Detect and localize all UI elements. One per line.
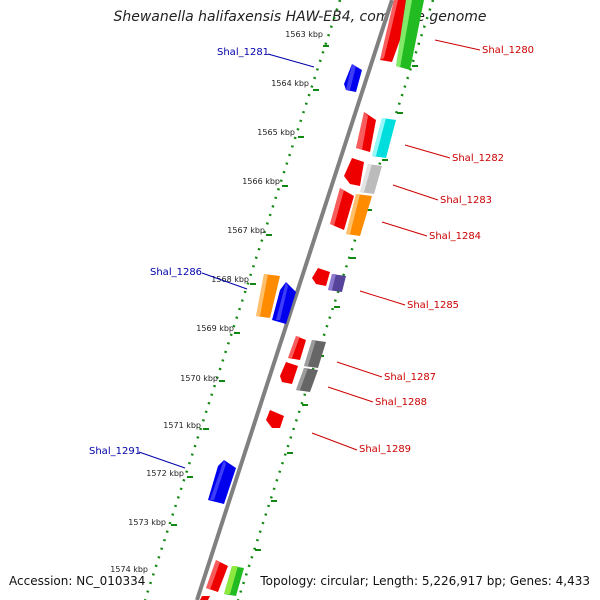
gene-label-shal-1284: Shal_1284 [429,231,481,242]
tick-label-1564: 1564 kbp [271,79,309,88]
gene-red-1575[interactable] [200,596,210,600]
tick-label-1571: 1571 kbp [163,421,201,430]
gene-label-shal-1283: Shal_1283 [440,195,492,206]
gene-shal-1288-darkgray[interactable] [296,368,318,392]
outer-track-right [236,0,435,600]
genome-backbone [195,0,394,600]
tick-label-1570: 1570 kbp [180,374,218,383]
gene-label-shal-1287: Shal_1287 [384,372,436,383]
genome-summary-label: Topology: circular; Length: 5,226,917 bp… [260,574,590,588]
tick-label-1563: 1563 kbp [285,30,323,39]
tick-label-1573: 1573 kbp [128,518,166,527]
gene-shal-1282-cyan[interactable] [372,118,396,158]
gene-label-shal-1285: Shal_1285 [407,300,459,311]
gene-shal-1284-orange[interactable] [346,194,372,236]
tick-label-1568: 1568 kbp [211,275,249,284]
gene-shal-1291-blue[interactable] [208,460,236,504]
gene-shal-1281-blue[interactable] [344,64,362,92]
gene-blue-1568[interactable] [272,282,296,324]
tick-label-1574: 1574 kbp [110,565,148,574]
leader-lines-reverse [138,53,315,469]
gene-red-1568a[interactable] [312,268,330,286]
gene-label-shal-1291: Shal_1291 [89,446,141,457]
tick-label-1569: 1569 kbp [196,324,234,333]
tick-label-1567: 1567 kbp [227,226,265,235]
gene-label-shal-1288: Shal_1288 [375,397,427,408]
tick-label-1566: 1566 kbp [242,177,280,186]
leader-lines-forward [311,39,481,451]
outer-track-left [143,0,342,600]
gene-label-shal-1281: Shal_1281 [217,47,269,58]
gene-shal-1287-darkgray[interactable] [304,340,326,368]
gene-red-1565a[interactable] [356,112,376,152]
gene-red-1570b[interactable] [280,362,298,384]
gene-red-1574[interactable] [206,560,228,592]
gene-red-1570a[interactable] [288,336,306,360]
gene-label-shal-1280: Shal_1280 [482,45,534,56]
accession-label: Accession: NC_010334 [9,574,146,588]
tick-label-1565: 1565 kbp [257,128,295,137]
gene-green-1574[interactable] [224,566,244,596]
gene-shal-1283-gray[interactable] [360,164,382,194]
gene-label-shal-1282: Shal_1282 [452,153,504,164]
gene-shal-1289-red[interactable] [266,410,284,428]
gene-label-shal-1286: Shal_1286 [150,267,202,278]
gene-red-1566a[interactable] [344,158,364,186]
gene-label-shal-1289: Shal_1289 [359,444,411,455]
gene-shal-1280-green[interactable] [396,0,424,70]
gene-shal-1280-red[interactable] [380,0,410,62]
gene-shal-1286-orange[interactable] [256,274,280,318]
gene-shal-1285-purple[interactable] [328,274,346,292]
tick-label-1572: 1572 kbp [146,469,184,478]
gene-red-1566b[interactable] [330,188,354,230]
